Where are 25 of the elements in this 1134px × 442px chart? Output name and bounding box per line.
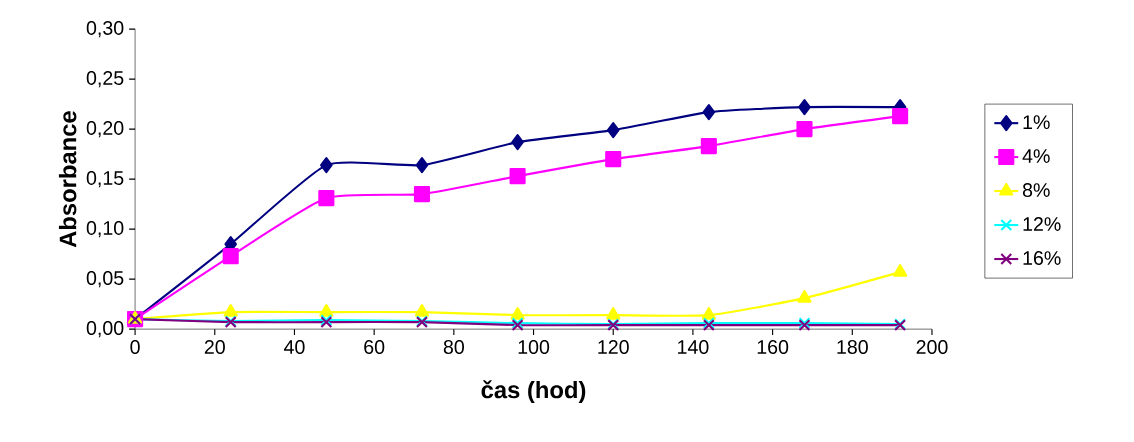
legend-label: 16% — [1023, 250, 1061, 265]
y-tick-label: 0,20 — [86, 120, 124, 138]
x-tick-label: 100 — [518, 339, 550, 354]
y-tick-label: 0,30 — [86, 20, 124, 38]
x-tick-label: 40 — [284, 339, 305, 354]
y-tick-label: 0,05 — [86, 270, 124, 288]
x-tick-label: 60 — [364, 339, 385, 354]
legend-label: 4% — [1022, 149, 1050, 163]
x-tick-label: 0 — [130, 339, 140, 354]
y-tick-label: 0,10 — [86, 220, 124, 238]
x-tick-label: 160 — [757, 339, 789, 354]
x-tick-label: 20 — [204, 339, 225, 354]
x-tick-label: 180 — [837, 339, 868, 354]
x-tick-label: 80 — [443, 339, 464, 354]
x-tick-label: 140 — [678, 339, 709, 354]
legend-label: 8% — [1022, 182, 1050, 197]
legend-label: 1% — [1023, 115, 1050, 129]
y-tick-label: 0,00 — [86, 320, 124, 338]
x-tick-label: 200 — [916, 339, 948, 354]
y-tick-label: 0,25 — [86, 70, 124, 88]
y-tick-label: 0,15 — [86, 170, 124, 188]
x-axis-title: čas (hod) — [481, 380, 586, 403]
y-axis-title: Absorbance — [58, 110, 77, 248]
legend-label: 12% — [1023, 216, 1061, 231]
x-tick-label: 120 — [598, 339, 629, 354]
